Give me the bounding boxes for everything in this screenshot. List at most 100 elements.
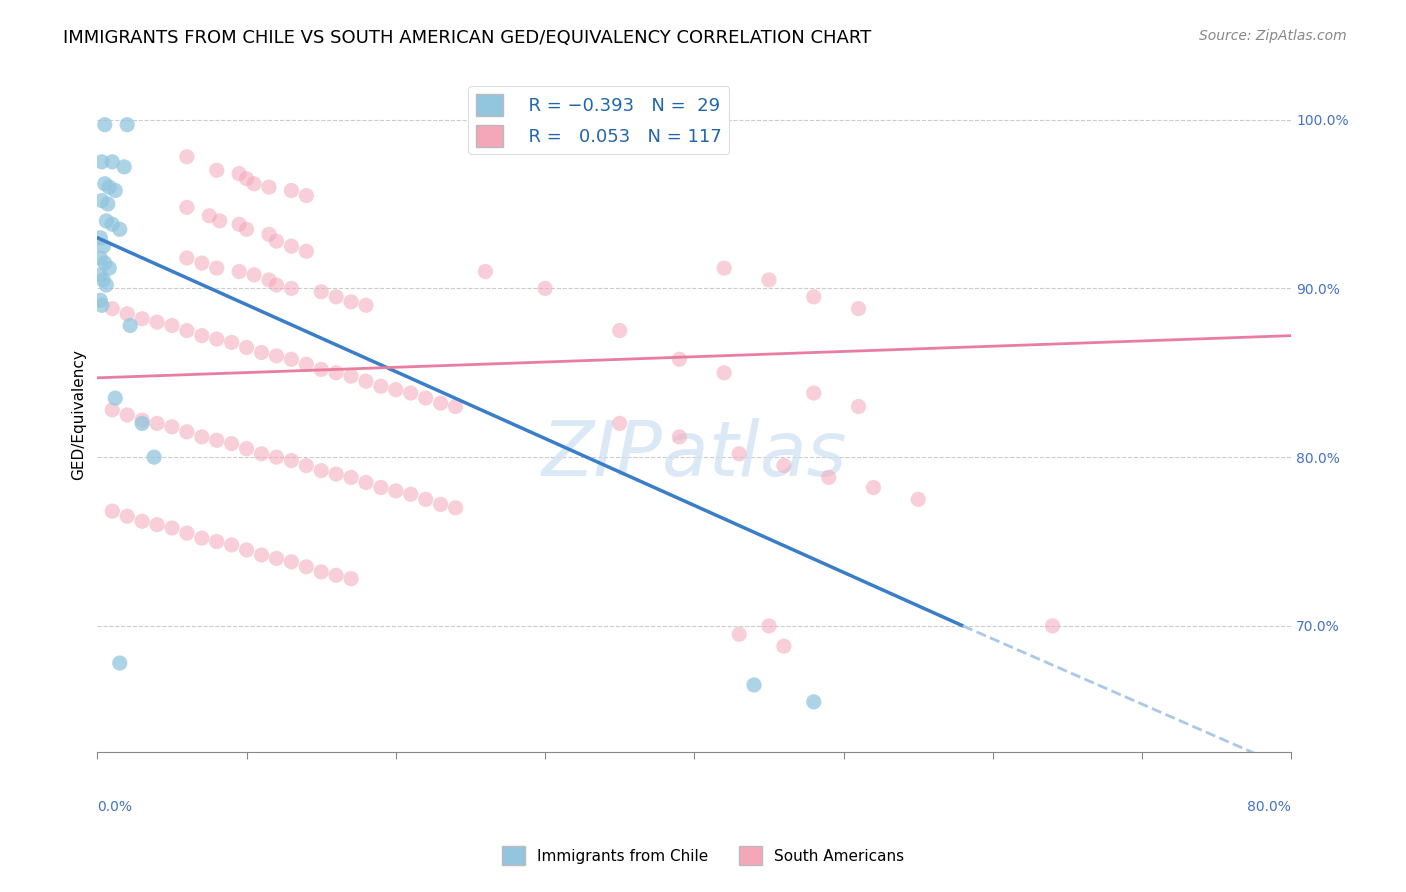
Point xyxy=(713,366,735,380)
Point xyxy=(101,217,124,231)
Point xyxy=(309,464,332,478)
Text: 0.0%: 0.0% xyxy=(97,800,132,814)
Point xyxy=(90,194,112,208)
Point xyxy=(399,386,422,401)
Point xyxy=(370,379,392,393)
Point xyxy=(198,209,221,223)
Point xyxy=(250,447,273,461)
Point xyxy=(266,551,288,566)
Point xyxy=(354,298,377,312)
Point xyxy=(325,568,347,582)
Point xyxy=(280,281,302,295)
Point xyxy=(146,315,169,329)
Point xyxy=(131,413,153,427)
Point xyxy=(609,417,631,431)
Point xyxy=(228,264,250,278)
Point xyxy=(108,222,131,236)
Legend: Immigrants from Chile, South Americans: Immigrants from Chile, South Americans xyxy=(496,840,910,871)
Point xyxy=(115,118,138,132)
Point xyxy=(191,256,214,270)
Point xyxy=(205,434,228,448)
Point xyxy=(89,231,111,245)
Point xyxy=(295,357,318,371)
Point xyxy=(176,200,198,214)
Point xyxy=(325,366,347,380)
Point xyxy=(385,483,408,498)
Point xyxy=(474,264,496,278)
Legend:   R = −0.393   N =  29,   R =   0.053   N = 117: R = −0.393 N = 29, R = 0.053 N = 117 xyxy=(468,87,730,154)
Point xyxy=(325,467,347,481)
Point xyxy=(115,408,138,422)
Point xyxy=(266,349,288,363)
Point xyxy=(668,352,690,367)
Point xyxy=(817,470,839,484)
Point xyxy=(803,386,825,401)
Point xyxy=(96,278,118,293)
Point xyxy=(444,400,467,414)
Point xyxy=(280,555,302,569)
Point xyxy=(257,227,280,242)
Point xyxy=(340,572,363,586)
Point xyxy=(91,239,114,253)
Point xyxy=(713,261,735,276)
Point xyxy=(399,487,422,501)
Point xyxy=(115,509,138,524)
Text: IMMIGRANTS FROM CHILE VS SOUTH AMERICAN GED/EQUIVALENCY CORRELATION CHART: IMMIGRANTS FROM CHILE VS SOUTH AMERICAN … xyxy=(63,29,872,46)
Point xyxy=(266,234,288,248)
Point xyxy=(266,450,288,465)
Point xyxy=(848,301,870,316)
Text: ZIPatlas: ZIPatlas xyxy=(541,418,846,492)
Point xyxy=(354,475,377,490)
Point xyxy=(235,442,257,456)
Point xyxy=(104,184,127,198)
Point xyxy=(668,430,690,444)
Point xyxy=(94,177,117,191)
Point xyxy=(160,419,183,434)
Point xyxy=(160,521,183,535)
Point xyxy=(221,436,243,450)
Point xyxy=(101,154,124,169)
Point xyxy=(90,298,112,312)
Point xyxy=(444,500,467,515)
Point xyxy=(101,301,124,316)
Point xyxy=(354,374,377,388)
Point xyxy=(146,517,169,532)
Point xyxy=(609,324,631,338)
Point xyxy=(250,345,273,359)
Point xyxy=(98,261,121,276)
Point xyxy=(803,695,825,709)
Point xyxy=(221,335,243,350)
Point xyxy=(235,171,257,186)
Point xyxy=(208,214,231,228)
Point xyxy=(429,396,451,410)
Point xyxy=(176,425,198,439)
Point xyxy=(385,383,408,397)
Point xyxy=(205,534,228,549)
Point xyxy=(773,458,796,473)
Point xyxy=(89,268,111,282)
Point xyxy=(94,118,117,132)
Point xyxy=(90,154,112,169)
Point xyxy=(191,430,214,444)
Point xyxy=(235,341,257,355)
Point xyxy=(280,184,302,198)
Point xyxy=(205,163,228,178)
Point xyxy=(235,222,257,236)
Point xyxy=(146,417,169,431)
Point xyxy=(370,481,392,495)
Point xyxy=(160,318,183,333)
Point xyxy=(101,504,124,518)
Point xyxy=(429,497,451,511)
Point xyxy=(228,167,250,181)
Point xyxy=(235,543,257,558)
Text: Source: ZipAtlas.com: Source: ZipAtlas.com xyxy=(1199,29,1347,43)
Point xyxy=(176,526,198,541)
Point xyxy=(257,180,280,194)
Point xyxy=(758,619,780,633)
Point xyxy=(325,290,347,304)
Point xyxy=(266,278,288,293)
Point xyxy=(131,311,153,326)
Point xyxy=(250,548,273,562)
Point xyxy=(280,239,302,253)
Point xyxy=(295,244,318,259)
